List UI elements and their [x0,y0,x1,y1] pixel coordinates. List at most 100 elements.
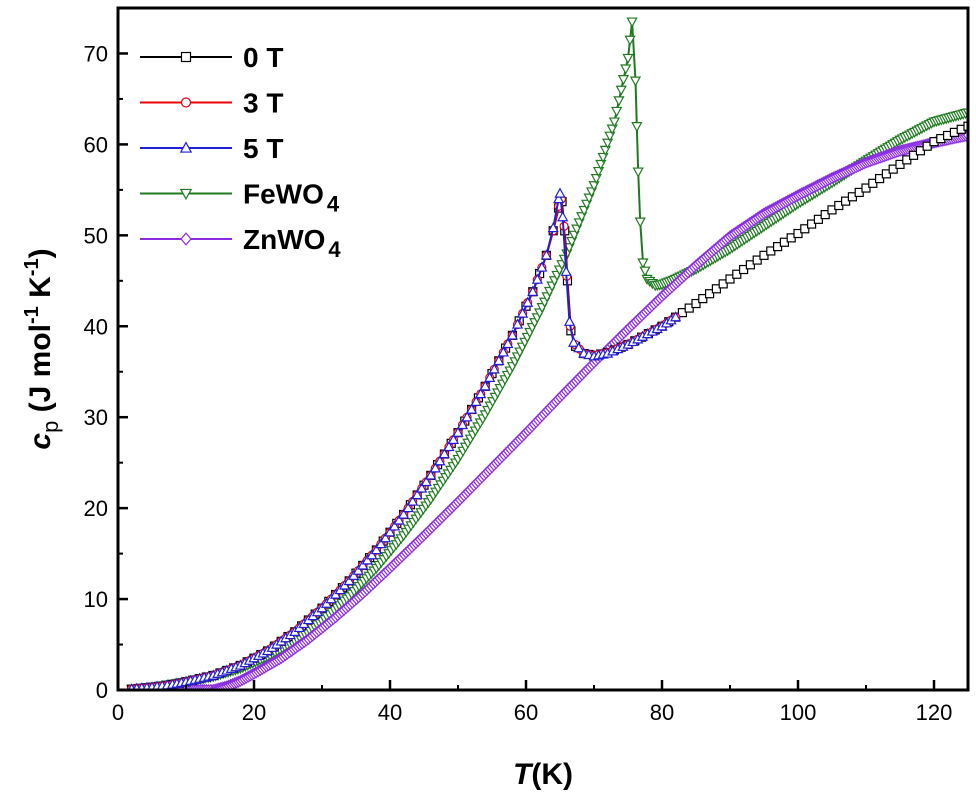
legend-label: 5 T [243,133,283,164]
data-point-0-t [813,214,824,224]
legend-item-znwo4: ZnWO 4 [140,224,341,262]
data-point-0-t [691,298,701,309]
data-point-fewo4 [639,266,651,277]
data-point-5-t [554,187,566,198]
data-point-5-t [456,418,469,430]
data-point-fewo4 [617,75,630,86]
data-point-0-t [868,178,878,188]
data-point-0-t [806,219,817,229]
data-point-5-t [366,549,378,560]
data-point-fewo4 [608,117,621,128]
data-point-0-t [963,121,968,131]
data-point-0-t [881,169,892,179]
data-point-5-t [547,222,559,233]
data-point-0-t [718,279,728,289]
data-point-0-t [820,210,830,220]
x-tick-label: 60 [514,700,538,725]
y-axis-label: cp (J mol-1 K-1) [21,248,63,449]
plot-marks [125,17,968,690]
data-point-5-t [553,192,565,204]
x-tick-label: 120 [916,700,953,725]
data-point-5-t [411,488,423,500]
data-point-5-t [470,395,482,406]
data-point-0-t [793,228,803,239]
data-point-0-t [874,173,885,184]
data-point-5-t [465,403,478,414]
data-point-0-t [888,164,898,174]
data-point-5-t [388,520,401,531]
data-point-5-t [447,433,460,444]
data-point-5-t [370,543,383,555]
data-point-0-t [711,284,722,294]
y-tick-label: 10 [84,587,108,612]
data-point-5-t [669,311,682,322]
series-fewo4 [125,17,968,690]
legend-label: 0 T [243,42,283,73]
series-line-fewo4 [131,21,968,690]
data-point-5-t [516,307,529,318]
data-point-5-t [397,508,410,519]
series-znwo4 [126,129,968,690]
data-point-5-t [488,363,500,374]
legend-marker [180,51,192,63]
data-point-5-t [343,574,355,586]
legend-marker [179,188,193,201]
data-point-5-t [563,315,576,326]
data-point-fewo4 [620,64,632,75]
data-point-0-t [745,260,756,270]
data-point-5-t [479,380,491,391]
data-point-5-t [461,411,473,422]
x-tick-label: 100 [780,700,817,725]
data-point-fewo4 [611,106,623,118]
data-point-5-t [522,296,534,307]
y-tick-label: 20 [84,496,108,521]
data-point-5-t [573,342,585,353]
data-point-0-t [732,269,742,279]
legend-marker [180,97,192,108]
data-point-0-t [704,289,715,299]
data-point-5-t [493,354,505,366]
data-point-0-t [725,274,735,284]
data-point-fewo4 [634,217,646,228]
series-3-t [127,194,681,690]
data-point-5-t [560,265,572,276]
data-point-5-t [434,455,446,466]
x-axis-label: T(K) [513,758,573,791]
data-point-5-t [352,564,364,575]
data-point-5-t [536,261,548,272]
legend-item-5-t: 5 T [140,133,283,164]
x-tick-label: 80 [650,700,674,725]
data-point-5-t [393,514,405,525]
legend: 0 T 3 T 5 T FeWO 4 ZnWO 4 [140,42,341,262]
data-point-5-t [527,285,539,296]
data-point-fewo4 [629,76,642,87]
y-tick-label: 50 [84,223,108,248]
data-point-5-t [557,211,569,222]
legend-label: ZnWO 4 [243,224,341,262]
y-tick-label: 30 [84,405,108,430]
data-point-5-t [429,462,441,473]
x-tick-label: 20 [242,700,266,725]
data-point-5-t [497,346,509,357]
data-point-5-t [384,526,396,537]
data-point-5-t [567,336,580,347]
data-point-fewo4 [624,35,636,46]
legend-label: 3 T [243,88,283,119]
legend-marker [179,141,193,153]
data-point-fewo4 [613,96,625,107]
data-point-0-t [861,183,871,193]
y-tick-label: 40 [84,314,108,339]
y-axis: 0 10 20 30 40 50 60 70 [84,41,128,703]
y-tick-label: 60 [84,132,108,157]
data-point-fewo4 [631,122,643,133]
series-5-t [127,187,682,690]
data-point-fewo4 [632,167,644,178]
data-point-5-t [379,532,392,543]
data-point-5-t [402,501,414,513]
data-point-5-t [506,329,519,340]
legend-item-fewo4: FeWO 4 [140,179,340,217]
data-point-0-t [698,294,708,304]
data-point-5-t [540,249,553,260]
data-point-5-t [420,475,432,487]
